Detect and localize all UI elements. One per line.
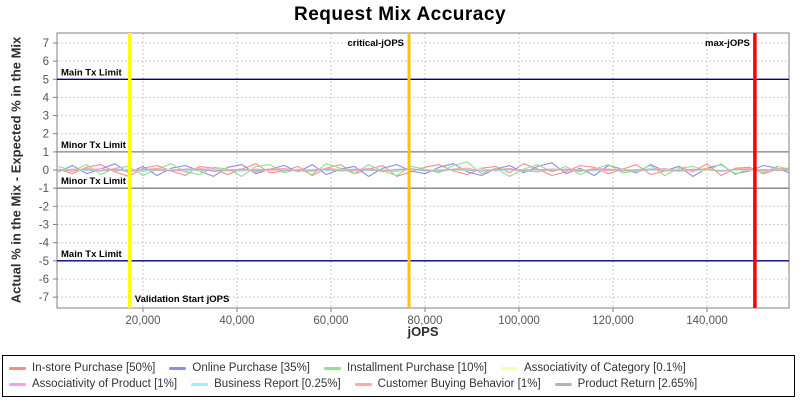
svg-text:2: 2 (43, 129, 49, 141)
svg-text:6: 6 (43, 56, 49, 68)
legend-swatch-customer-buying-behavior (354, 382, 372, 386)
x-tick-labels: 20,000 40,000 60,000 80,000 100,000 120,000 14… (125, 315, 727, 327)
legend-item-business-report: Business Report [0.25%] (191, 378, 341, 390)
legend-item-associativity-of-product: Associativity of Product [1%] (9, 378, 177, 390)
legend-item-product-return: Product Return [2.65%] (554, 378, 698, 390)
svg-text:Minor Tx Limit: Minor Tx Limit (61, 140, 127, 151)
svg-text:Minor Tx Limit: Minor Tx Limit (61, 176, 127, 187)
svg-text:Main Tx Limit: Main Tx Limit (61, 67, 123, 78)
legend-label: Product Return [2.65%] (577, 378, 698, 390)
svg-text:Main Tx Limit: Main Tx Limit (61, 249, 123, 260)
legend-swatch-associativity-of-product (9, 382, 26, 386)
y-axis-title: Actual % in the Mix - Expected % in the … (8, 36, 24, 304)
series-lines (58, 161, 790, 177)
legend: In-store Purchase [50%] Online Purchase … (2, 355, 795, 397)
legend-swatch-in-store-purchase (9, 366, 26, 370)
svg-text:-2: -2 (39, 201, 49, 213)
svg-text:7: 7 (43, 38, 49, 50)
svg-text:-6: -6 (39, 274, 49, 286)
y-tick-labels: -7 -6 -5 -4 -3 -2 -1 0 1 2 3 4 5 6 7 (39, 38, 50, 304)
svg-text:20,000: 20,000 (125, 315, 160, 327)
svg-text:-7: -7 (39, 292, 49, 304)
legend-label: Installment Purchase [10%] (347, 362, 487, 374)
svg-text:40,000: 40,000 (219, 315, 254, 327)
legend-swatch-installment-purchase (324, 366, 341, 370)
legend-swatch-business-report (191, 382, 209, 386)
svg-text:100,000: 100,000 (498, 315, 540, 327)
svg-text:-4: -4 (39, 238, 50, 250)
svg-text:critical-jOPS: critical-jOPS (348, 38, 405, 49)
chart-title: Request Mix Accuracy (293, 4, 507, 25)
legend-item-customer-buying-behavior: Customer Buying Behavior [1%] (354, 378, 541, 390)
legend-label: Customer Buying Behavior [1%] (377, 378, 541, 390)
axis-ticks (53, 42, 708, 312)
svg-text:60,000: 60,000 (313, 315, 348, 327)
legend-row-2: Associativity of Product [1%] Business R… (9, 378, 788, 390)
svg-text:-1: -1 (39, 183, 49, 195)
legend-item-online-purchase: Online Purchase [35%] (169, 362, 310, 374)
svg-text:3: 3 (43, 111, 49, 123)
legend-label: In-store Purchase [50%] (32, 362, 156, 374)
svg-text:140,000: 140,000 (686, 315, 728, 327)
legend-item-associativity-of-category: Associativity of Category [0.1%] (501, 362, 686, 374)
legend-item-installment-purchase: Installment Purchase [10%] (324, 362, 487, 374)
legend-label: Business Report [0.25%] (214, 378, 341, 390)
legend-swatch-associativity-of-category (501, 366, 518, 370)
svg-text:1: 1 (43, 147, 49, 159)
svg-text:Validation Start jOPS: Validation Start jOPS (135, 294, 230, 305)
legend-swatch-product-return (554, 382, 572, 386)
legend-label: Associativity of Category [0.1%] (524, 362, 686, 374)
svg-text:0: 0 (43, 165, 49, 177)
x-axis-title: jOPS (407, 324, 439, 339)
legend-row-1: In-store Purchase [50%] Online Purchase … (9, 362, 788, 374)
legend-item-in-store-purchase: In-store Purchase [50%] (9, 362, 155, 374)
svg-text:-5: -5 (39, 256, 49, 268)
svg-text:max-jOPS: max-jOPS (705, 38, 750, 49)
plot-canvas: 20,000 40,000 60,000 80,000 100,000 120,000 14… (39, 32, 790, 327)
svg-text:120,000: 120,000 (592, 315, 634, 327)
marker-lines: Validation Start jOPS critical-jOPS max-jO… (128, 33, 757, 308)
legend-label: Associativity of Product [1%] (32, 378, 178, 390)
svg-text:5: 5 (43, 74, 49, 86)
svg-text:-3: -3 (39, 220, 49, 232)
series-line (58, 168, 789, 172)
legend-swatch-online-purchase (169, 366, 187, 370)
limit-lines: Main Tx Limit Minor Tx Limit Minor Tx Limi… (57, 67, 789, 262)
svg-text:4: 4 (43, 92, 50, 104)
svg-text:80,000: 80,000 (407, 315, 442, 327)
legend-label: Online Purchase [35%] (192, 362, 310, 374)
